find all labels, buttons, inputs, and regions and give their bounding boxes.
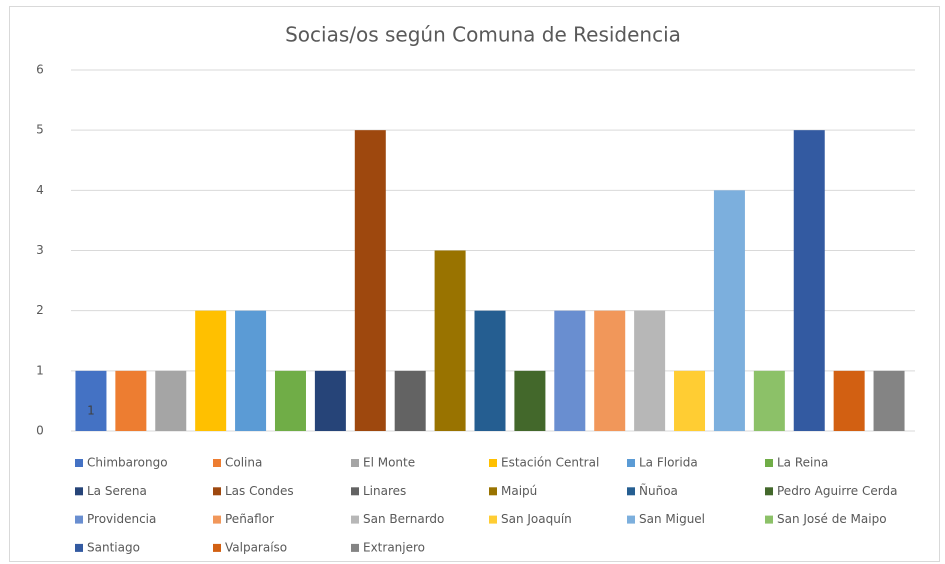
legend-label: San José de Maipo: [777, 512, 887, 526]
legend-label: La Florida: [639, 456, 698, 470]
bar: [195, 310, 227, 431]
legend-swatch: [75, 487, 83, 496]
legend-swatch: [75, 515, 83, 524]
y-tick-label: 0: [36, 424, 44, 438]
legend-swatch: [765, 459, 773, 467]
bar: [833, 370, 865, 431]
legend-label: Valparaíso: [225, 540, 287, 554]
legend-label: Extranjero: [363, 540, 425, 554]
legend-swatch: [627, 487, 635, 496]
legend-label: Las Condes: [225, 484, 294, 498]
legend-swatch: [489, 515, 497, 524]
bar: [354, 130, 386, 431]
legend-label: Estación Central: [501, 456, 599, 470]
legend-label: Santiago: [87, 540, 140, 554]
bar: [793, 130, 825, 431]
y-tick-label: 5: [36, 123, 44, 137]
legend-swatch: [213, 459, 221, 467]
legend-label: Providencia: [87, 512, 156, 526]
chart-frame: [9, 6, 940, 562]
legend-swatch: [213, 515, 221, 524]
bar: [434, 250, 466, 431]
bar: [314, 370, 346, 431]
bar: [274, 370, 306, 431]
bar: [115, 370, 147, 431]
legend-swatch: [765, 515, 773, 524]
legend-label: La Reina: [777, 456, 828, 470]
legend-swatch: [351, 543, 359, 552]
legend-swatch: [213, 487, 221, 496]
bar: [634, 310, 666, 431]
legend-label: San Miguel: [639, 512, 705, 526]
legend-label: Chimbarongo: [87, 456, 168, 470]
legend-swatch: [627, 459, 635, 467]
bar: [394, 370, 426, 431]
legend-swatch: [627, 515, 635, 524]
legend-swatch: [489, 459, 497, 467]
legend-label: Linares: [363, 484, 406, 498]
bar: [594, 310, 626, 431]
bar: [75, 370, 107, 431]
legend-swatch: [351, 487, 359, 496]
bar: [235, 310, 267, 431]
legend-label: Peñaflor: [225, 512, 274, 526]
bar: [514, 370, 546, 431]
legend-swatch: [351, 515, 359, 524]
bar: [155, 370, 187, 431]
y-tick-label: 6: [36, 63, 44, 77]
legend-label: San Bernardo: [363, 512, 444, 526]
legend-swatch: [489, 487, 497, 496]
legend-swatch: [75, 459, 83, 467]
legend-swatch: [75, 543, 83, 552]
legend-label: Colina: [225, 456, 262, 470]
bar: [713, 190, 745, 431]
legend-swatch: [213, 543, 221, 552]
bar: [554, 310, 586, 431]
data-label: 1: [87, 403, 95, 417]
bar: [474, 310, 506, 431]
legend-label: Maipú: [501, 484, 537, 498]
bar: [674, 370, 706, 431]
legend-label: El Monte: [363, 456, 415, 470]
legend-swatch: [765, 487, 773, 496]
legend-swatch: [351, 459, 359, 467]
legend-label: La Serena: [87, 484, 147, 498]
bar: [753, 370, 785, 431]
y-tick-label: 4: [36, 183, 44, 197]
legend-label: Ñuñoa: [639, 483, 678, 498]
chart-title: Socias/os según Comuna de Residencia: [285, 23, 681, 47]
y-tick-label: 1: [36, 363, 44, 377]
bar: [873, 370, 905, 431]
legend-label: San Joaquín: [501, 512, 572, 526]
y-tick-label: 3: [36, 243, 44, 257]
legend-label: Pedro Aguirre Cerda: [777, 484, 897, 498]
y-tick-label: 2: [36, 303, 44, 317]
